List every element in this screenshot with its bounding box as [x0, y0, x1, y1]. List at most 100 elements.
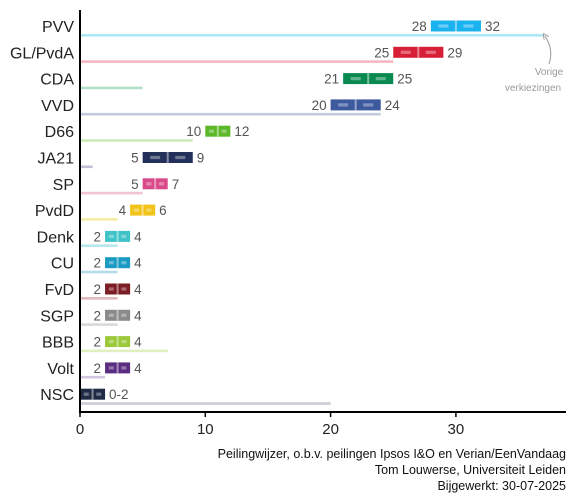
range-bar-cda [343, 73, 394, 85]
previous-bar-sp [80, 191, 143, 195]
party-label-pvv: PVV [42, 19, 74, 36]
range-low-label-bbb: 2 [94, 335, 102, 350]
range-marker-pvv [438, 24, 449, 28]
range-bar-cu [105, 257, 131, 269]
previous-bar-bbb [80, 349, 168, 353]
party-label-pvdd: PvdD [35, 203, 74, 220]
range-bar-pvv [430, 20, 481, 32]
range-midline-gl-pvda [417, 46, 420, 58]
axes: 0 10 20 30 [76, 10, 566, 438]
range-low-label-denk: 2 [94, 229, 102, 244]
range-bar-fvd [105, 283, 131, 295]
range-marker-d66 [209, 129, 215, 133]
range-marker-fvd [121, 287, 127, 291]
range-high-label-fvd: 4 [134, 282, 142, 297]
party-label-volt: Volt [47, 361, 74, 378]
range-marker-ja21 [175, 155, 186, 160]
range-marker-cu [121, 261, 127, 265]
previous-bar-ja21 [80, 165, 93, 169]
range-midline-d66 [216, 125, 219, 137]
range-high-label-vvd: 24 [385, 98, 401, 113]
party-label-ja21: JA21 [38, 151, 75, 168]
range-marker-bbb [108, 340, 114, 344]
range-midline-volt [116, 362, 119, 374]
range-marker-gl-pvda [425, 50, 436, 54]
range-high-label-cu: 4 [134, 256, 142, 271]
range-high-label-bbb: 4 [134, 335, 142, 350]
range-midline-sgp [116, 309, 119, 321]
range-midline-pvv [454, 20, 457, 32]
source-text: Peilingwijzer, o.b.v. peilingen Ipsos I&… [218, 447, 566, 493]
range-midline-ja21 [166, 152, 169, 163]
range-bar-ja21 [142, 152, 193, 163]
previous-bar-d66 [80, 139, 193, 142]
previous-bar-vvd [80, 112, 381, 116]
annotation-arrow [545, 36, 552, 65]
party-label-vvd: VVD [41, 98, 74, 115]
range-midline-fvd [116, 283, 119, 295]
range-bar-vvd [330, 99, 381, 111]
range-bar-nsc [80, 388, 106, 400]
range-high-label-ja21: 9 [197, 151, 205, 166]
range-high-label-nsc: 0-2 [109, 387, 129, 402]
range-low-label-cda: 21 [324, 72, 339, 87]
range-midline-cu [116, 257, 119, 269]
range-marker-sgp [121, 313, 127, 317]
party-label-bbb: BBB [42, 335, 74, 352]
range-marker-cu [108, 261, 114, 265]
previous-election-bars [80, 34, 544, 405]
range-marker-vvd [363, 103, 374, 107]
range-marker-vvd [338, 103, 349, 107]
range-bar-d66 [205, 125, 231, 137]
range-low-label-gl-pvda: 25 [374, 45, 389, 60]
range-marker-denk [121, 234, 127, 238]
range-midline-pvdd [141, 204, 144, 216]
range-high-label-denk: 4 [134, 229, 142, 244]
range-marker-pvdd [146, 208, 152, 212]
party-label-cda: CDA [40, 72, 74, 89]
x-tick-label-30: 30 [448, 421, 465, 438]
range-marker-nsc [83, 392, 89, 396]
annotation-line-2: verkiezingen [505, 83, 561, 94]
range-low-label-pvdd: 4 [119, 203, 127, 218]
annotation-line-1: Vorige [535, 67, 564, 78]
range-marker-cda [375, 77, 386, 81]
x-tick-label-0: 0 [76, 421, 84, 438]
range-bar-volt [105, 362, 131, 374]
range-low-label-sgp: 2 [94, 308, 102, 323]
source-line-2: Tom Louwerse, Universiteit Leiden [375, 463, 566, 477]
previous-bar-cda [80, 86, 143, 90]
range-low-label-fvd: 2 [94, 282, 102, 297]
range-marker-volt [121, 366, 127, 370]
previous-bar-fvd [80, 297, 118, 300]
range-marker-denk [108, 234, 114, 238]
party-label-fvd: FvD [45, 282, 74, 299]
previous-bar-volt [80, 375, 106, 379]
range-midline-sp [154, 178, 157, 190]
range-midline-bbb [116, 336, 119, 348]
range-high-label-volt: 4 [134, 361, 142, 376]
party-label-sgp: SGP [40, 308, 74, 325]
range-low-label-pvv: 28 [412, 19, 427, 34]
party-label-denk: Denk [37, 229, 75, 246]
range-high-label-sgp: 4 [134, 308, 142, 323]
range-marker-d66 [221, 129, 227, 133]
x-tick-label-20: 20 [322, 421, 339, 438]
party-label-nsc: NSC [40, 387, 74, 404]
range-bar-gl-pvda [393, 46, 444, 58]
range-high-label-pvdd: 6 [159, 203, 167, 218]
previous-bar-sgp [80, 323, 118, 326]
range-midline-nsc [91, 388, 94, 400]
party-label-gl-pvda: GL/PvdA [10, 45, 74, 62]
range-high-label-pvv: 32 [485, 19, 500, 34]
party-label-sp: SP [53, 177, 74, 194]
range-bar-sgp [105, 309, 131, 321]
range-midline-vvd [354, 99, 357, 111]
range-bar-pvdd [130, 204, 156, 216]
range-marker-fvd [108, 287, 114, 291]
range-midline-cda [367, 73, 370, 85]
range-marker-volt [108, 366, 114, 370]
source-line-1: Peilingwijzer, o.b.v. peilingen Ipsos I&… [218, 447, 566, 461]
range-midline-denk [116, 230, 119, 242]
